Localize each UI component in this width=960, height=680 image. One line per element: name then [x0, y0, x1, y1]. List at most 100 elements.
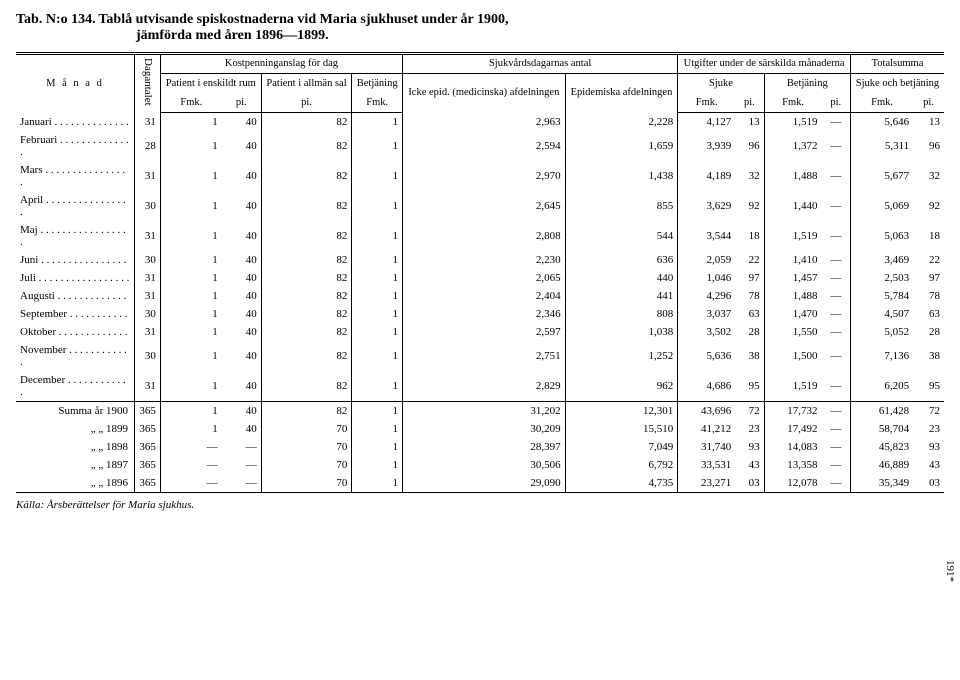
- bt-cell: 1: [352, 341, 403, 371]
- bea-cell: 14,083: [764, 438, 821, 456]
- sub-betj: Betjäning: [352, 74, 403, 95]
- unit-pi3: pi.: [735, 94, 764, 113]
- tob-cell: 18: [913, 221, 944, 251]
- sja-cell: 3,629: [678, 191, 735, 221]
- toa-cell: 5,063: [850, 221, 913, 251]
- col-dag-header: Dagantalet: [141, 58, 154, 106]
- tob-cell: 28: [913, 323, 944, 341]
- p2-cell: 82: [261, 113, 352, 132]
- bt-cell: 1: [352, 251, 403, 269]
- sja-cell: 3,939: [678, 131, 735, 161]
- toa-cell: 4,507: [850, 305, 913, 323]
- bea-cell: 1,519: [764, 113, 821, 132]
- sjb-cell: 92: [735, 191, 764, 221]
- sjb-cell: 63: [735, 305, 764, 323]
- sja-cell: 31,740: [678, 438, 735, 456]
- p1a-cell: —: [160, 456, 221, 474]
- bea-cell: 1,500: [764, 341, 821, 371]
- p1a-cell: 1: [160, 191, 221, 221]
- toa-cell: 5,069: [850, 191, 913, 221]
- icke-cell: 2,230: [403, 251, 566, 269]
- summa-label: „ „ 1896: [16, 474, 135, 493]
- summa-label: „ „ 1899: [16, 420, 135, 438]
- p1a-cell: 1: [160, 305, 221, 323]
- epid-cell: 1,659: [565, 131, 678, 161]
- p1b-cell: 40: [222, 221, 261, 251]
- sub-p1: Patient i enskildt rum: [160, 74, 261, 95]
- table-row: Oktober . . . . . . . . . . . . .3114082…: [16, 323, 944, 341]
- tob-cell: 72: [913, 402, 944, 421]
- epid-cell: 7,049: [565, 438, 678, 456]
- toa-cell: 5,784: [850, 287, 913, 305]
- bea-cell: 1,457: [764, 269, 821, 287]
- table-row: Juni . . . . . . . . . . . . . . . .3014…: [16, 251, 944, 269]
- dag-cell: 31: [135, 113, 161, 132]
- tob-cell: 32: [913, 161, 944, 191]
- epid-cell: 12,301: [565, 402, 678, 421]
- month-cell: Mars . . . . . . . . . . . . . . . .: [16, 161, 135, 191]
- summa-label: „ „ 1898: [16, 438, 135, 456]
- table-row: September . . . . . . . . . . .301408212…: [16, 305, 944, 323]
- tob-cell: 63: [913, 305, 944, 323]
- sjb-cell: 78: [735, 287, 764, 305]
- p1b-cell: 40: [222, 420, 261, 438]
- table-subtitle: jämförda med åren 1896—1899.: [136, 28, 944, 44]
- sja-cell: 3,037: [678, 305, 735, 323]
- dag-cell: 31: [135, 287, 161, 305]
- p1a-cell: 1: [160, 113, 221, 132]
- source-footer: Källa: Årsberättelser för Maria sjukhus.: [16, 499, 944, 511]
- toa-cell: 3,469: [850, 251, 913, 269]
- bt-cell: 1: [352, 305, 403, 323]
- dag-cell: 31: [135, 269, 161, 287]
- unit-pi: pi.: [222, 94, 261, 113]
- dag-cell: 30: [135, 341, 161, 371]
- p2-cell: 82: [261, 161, 352, 191]
- grp-sjuk-header: Sjukvårdsdagarnas antal: [403, 54, 678, 74]
- month-cell: Januari . . . . . . . . . . . . . .: [16, 113, 135, 132]
- sub-epid: Epidemiska afdelningen: [565, 74, 678, 113]
- table-row: April . . . . . . . . . . . . . . . .301…: [16, 191, 944, 221]
- toa-cell: 5,052: [850, 323, 913, 341]
- sja-cell: 4,686: [678, 371, 735, 402]
- p2-cell: 70: [261, 456, 352, 474]
- p2-cell: 70: [261, 474, 352, 493]
- beb-cell: —: [822, 191, 851, 221]
- icke-cell: 2,597: [403, 323, 566, 341]
- table-row: November . . . . . . . . . . . .30140821…: [16, 341, 944, 371]
- epid-cell: 2,228: [565, 113, 678, 132]
- sjb-cell: 72: [735, 402, 764, 421]
- p1b-cell: —: [222, 438, 261, 456]
- table-row: Maj . . . . . . . . . . . . . . . . .311…: [16, 221, 944, 251]
- p1a-cell: —: [160, 438, 221, 456]
- month-cell: Augusti . . . . . . . . . . . . .: [16, 287, 135, 305]
- bea-cell: 1,488: [764, 287, 821, 305]
- beb-cell: —: [822, 161, 851, 191]
- table-row: Augusti . . . . . . . . . . . . .3114082…: [16, 287, 944, 305]
- beb-cell: —: [822, 341, 851, 371]
- p1a-cell: 1: [160, 221, 221, 251]
- icke-cell: 2,065: [403, 269, 566, 287]
- toa-cell: 35,349: [850, 474, 913, 493]
- tob-cell: 92: [913, 191, 944, 221]
- bea-cell: 1,519: [764, 221, 821, 251]
- bea-cell: 1,488: [764, 161, 821, 191]
- month-cell: Oktober . . . . . . . . . . . . .: [16, 323, 135, 341]
- p1b-cell: 40: [222, 161, 261, 191]
- sjb-cell: 93: [735, 438, 764, 456]
- p2-cell: 82: [261, 341, 352, 371]
- p2-cell: 70: [261, 438, 352, 456]
- sjb-cell: 28: [735, 323, 764, 341]
- sjb-cell: 43: [735, 456, 764, 474]
- epid-cell: 544: [565, 221, 678, 251]
- p1b-cell: 40: [222, 251, 261, 269]
- sjb-cell: 32: [735, 161, 764, 191]
- icke-cell: 2,829: [403, 371, 566, 402]
- toa-cell: 5,677: [850, 161, 913, 191]
- dag-cell: 31: [135, 323, 161, 341]
- month-cell: Februari . . . . . . . . . . . . . .: [16, 131, 135, 161]
- data-table: M å n a d Dagantalet Kostpenninganslag f…: [16, 52, 944, 493]
- epid-cell: 15,510: [565, 420, 678, 438]
- beb-cell: —: [822, 420, 851, 438]
- month-cell: Maj . . . . . . . . . . . . . . . . .: [16, 221, 135, 251]
- sub-sjuke: Sjuke: [678, 74, 764, 95]
